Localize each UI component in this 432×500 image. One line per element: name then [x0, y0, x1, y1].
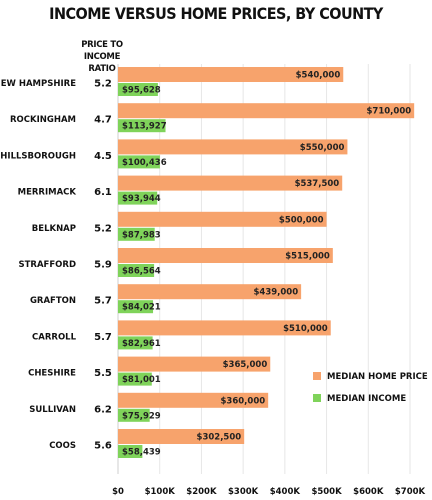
income-label: $95,628	[122, 86, 161, 96]
home-price-bar	[118, 211, 327, 227]
x-tick-label: $600K	[353, 487, 384, 497]
x-tick-label: $0	[112, 487, 124, 497]
income-label: $82,961	[122, 339, 161, 349]
income-bar	[118, 155, 160, 169]
home-price-bar	[118, 356, 271, 372]
income-bar	[118, 300, 154, 314]
income-bar	[118, 227, 155, 241]
x-tick-label: $200K	[186, 487, 217, 497]
data-labels: $540,000 $95,628 $710,000 $113,927 $550,000 $…	[122, 71, 411, 458]
income-bar	[118, 372, 152, 386]
ratio-value: 5.7	[94, 332, 112, 343]
income-label: $87,983	[122, 230, 161, 240]
home-price-label: $540,000	[296, 71, 341, 81]
x-tick-label: $400K	[270, 487, 301, 497]
ratio-header-line2: RATIO	[88, 64, 116, 74]
category-label: MERRIMACK	[18, 188, 77, 198]
income-label: $84,021	[122, 303, 161, 313]
category-label: GRAFTON	[30, 296, 76, 306]
legend: MEDIAN HOME PRICE MEDIAN INCOME	[313, 372, 428, 404]
legend-label: MEDIAN INCOME	[327, 394, 406, 404]
ratio-value: 5.5	[94, 368, 112, 379]
home-price-bar	[118, 320, 331, 336]
bars	[118, 67, 415, 458]
home-price-bar	[118, 67, 344, 82]
income-bar	[118, 445, 143, 458]
income-label: $86,564	[122, 267, 161, 277]
home-price-label: $500,000	[279, 215, 324, 225]
category-label: BELKNAP	[32, 224, 76, 234]
income-bar	[118, 336, 153, 350]
ratio-column-header: PRICE TO INCOME RATIO	[62, 39, 142, 75]
category-label: ROCKINGHAM	[10, 115, 76, 125]
category-label: SULLIVAN	[29, 405, 76, 415]
income-label: $75,929	[122, 411, 161, 421]
chart-title: INCOME VERSUS HOME PRICES, BY COUNTY	[49, 4, 383, 23]
home-price-bar	[118, 175, 343, 191]
ratio-value: 5.2	[94, 223, 112, 234]
category-label: CARROLL	[32, 332, 77, 342]
x-tick-label: $100K	[145, 487, 176, 497]
income-label: $100,436	[122, 158, 167, 168]
home-price-bar	[118, 103, 415, 119]
home-price-bar	[118, 392, 269, 408]
category-label: HILLSBOROUGH	[0, 151, 76, 161]
home-price-label: $710,000	[367, 107, 412, 117]
ratio-value: 4.5	[94, 151, 112, 162]
x-tick-label: $700K	[395, 487, 426, 497]
income-bar	[118, 119, 166, 133]
income-bar	[118, 191, 158, 205]
home-price-label: $365,000	[223, 360, 268, 370]
legend-swatch	[313, 394, 321, 402]
home-price-label: $515,000	[285, 252, 330, 262]
home-price-label: $360,000	[221, 396, 266, 406]
legend-swatch	[313, 372, 321, 380]
home-price-bar	[118, 248, 333, 263]
ratio-value: 5.9	[94, 260, 112, 271]
ratio-value: 5.6	[94, 441, 112, 452]
home-price-bar	[118, 139, 348, 155]
income-label: $81,001	[122, 375, 161, 385]
home-price-label: $537,500	[295, 179, 340, 189]
legend-label: MEDIAN HOME PRICE	[327, 372, 428, 382]
home-price-label: $550,000	[300, 143, 345, 153]
category-label: NEW HAMPSHIRE	[0, 79, 76, 89]
ratio-header-line1: PRICE TO INCOME	[81, 40, 123, 62]
ratio-value: 6.2	[94, 404, 112, 415]
income-label: $58,439	[122, 448, 161, 458]
ratio-value: 5.7	[94, 296, 112, 307]
ratio-value: 5.2	[94, 79, 112, 90]
income-label: $113,927	[122, 122, 167, 132]
income-label: $93,944	[122, 194, 161, 204]
home-price-label: $510,000	[283, 324, 328, 334]
home-price-bar	[118, 284, 302, 300]
category-label: COOS	[49, 441, 76, 451]
home-price-label: $302,500	[197, 433, 242, 443]
ratio-value: 6.1	[94, 187, 112, 198]
category-label: CHESHIRE	[28, 369, 76, 379]
income-bar	[118, 408, 150, 422]
home-price-bar	[118, 429, 245, 444]
x-tick-label: $500K	[311, 487, 342, 497]
category-labels: NEW HAMPSHIRE ROCKINGHAM HILLSBOROUGH MERRI…	[0, 79, 77, 451]
income-bar	[118, 264, 155, 277]
ratio-values: 5.2 4.7 4.5 6.1 5.2 5.9 5.7 5.7 5.5 6.2 5.6	[94, 79, 112, 452]
ratio-value: 4.7	[94, 115, 112, 126]
category-label: STRAFFORD	[19, 260, 76, 270]
x-tick-label: $300K	[228, 487, 259, 497]
income-bar	[118, 83, 158, 96]
x-axis: $0 $100K $200K $300K $400K $500K $600K $700K	[112, 487, 425, 497]
home-price-label: $439,000	[253, 288, 298, 298]
